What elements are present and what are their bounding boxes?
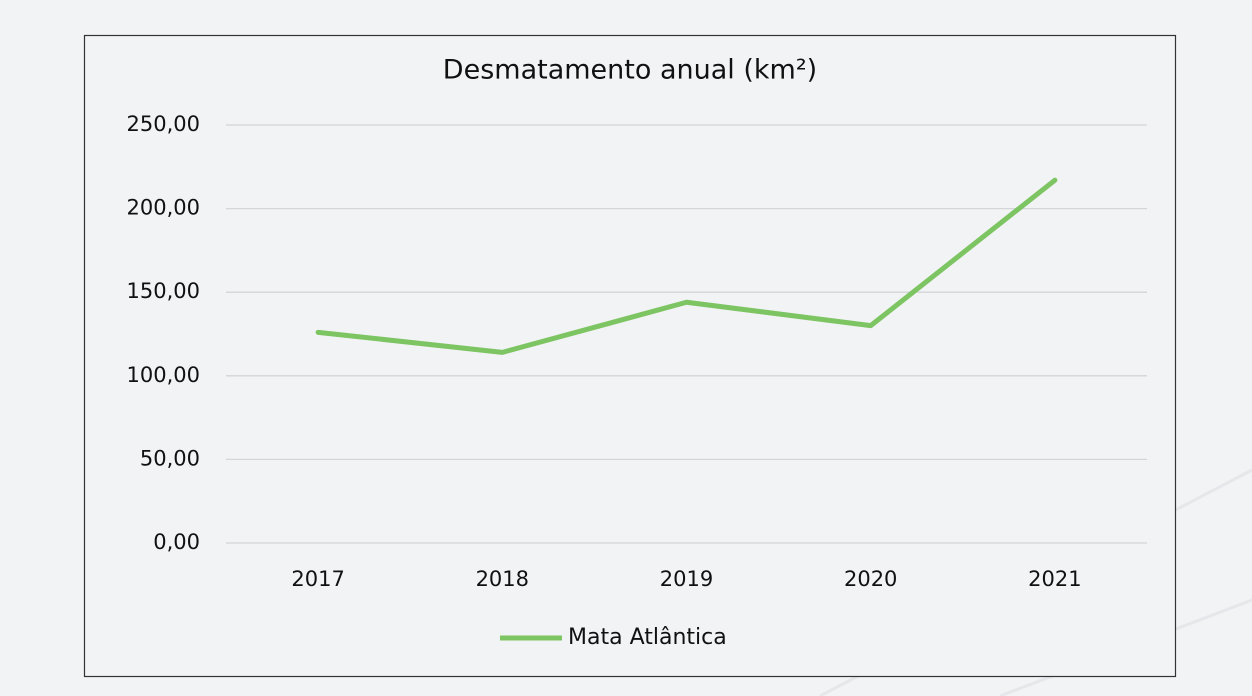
y-tick-label: 50,00 [140,446,200,470]
chart-frame [83,34,1177,678]
x-tick-label: 2017 [291,567,344,591]
y-tick-label: 250,00 [127,112,200,136]
x-tick-label: 2018 [476,567,529,591]
y-tick-label: 100,00 [127,363,200,387]
data-line [315,177,1058,355]
y-tick-label: 150,00 [127,279,200,303]
x-tick-label: 2019 [660,567,713,591]
y-tick-label: 200,00 [127,196,200,220]
chart-title: Desmatamento anual (km²) [443,55,817,86]
y-tick-label: 0,00 [153,530,200,554]
legend-label: Mata Atlântica [568,625,727,650]
x-tick-label: 2021 [1028,567,1081,591]
x-tick-label: 2020 [844,567,897,591]
